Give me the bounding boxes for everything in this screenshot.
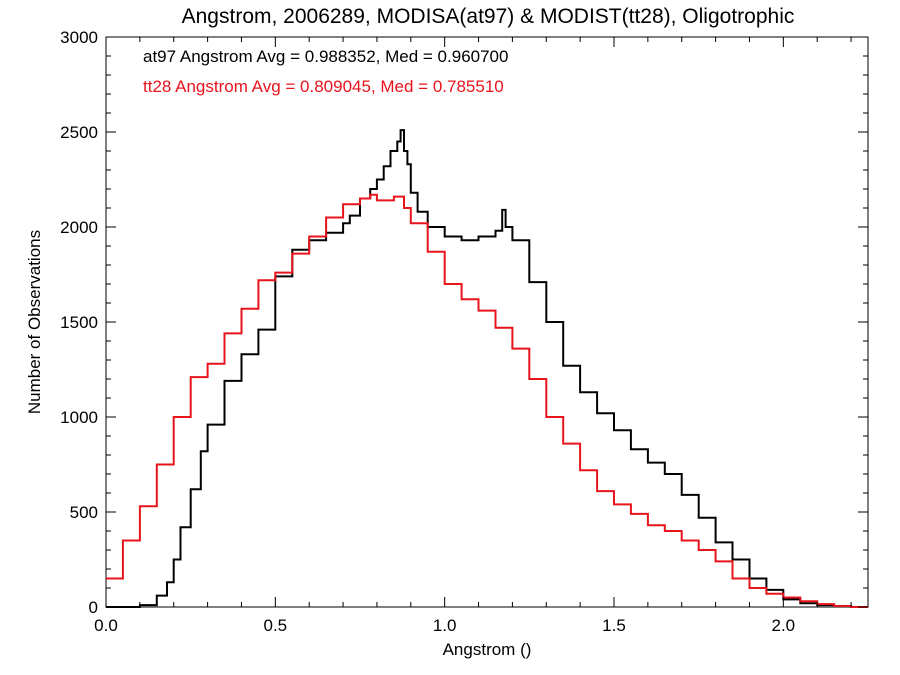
y-axis-label: Number of Observations [25,230,44,414]
y-tick-label: 0 [89,598,98,617]
plot-area: 0.0 0.5 1.0 1.5 2.0 0 500 1000 1500 2000 2500 3000 [60,28,869,635]
y-tick-label: 1000 [60,408,98,427]
x-tick-label: 2.0 [772,616,796,635]
x-axis-label: Angstrom () [443,640,532,659]
annotation-at97: at97 Angstrom Avg = 0.988352, Med = 0.96… [143,47,508,66]
series-line-at97 [106,129,868,608]
x-tick-label: 1.5 [602,616,626,635]
x-tick-label: 1.0 [433,616,457,635]
y-tick-label: 3000 [60,28,98,47]
series-line-tt28 [106,193,868,608]
x-tick-label: 0.5 [264,616,288,635]
series-group [106,129,868,608]
plot-frame [105,36,869,608]
y-tick-label: 2500 [60,123,98,142]
y-tick-label: 1500 [60,313,98,332]
tick-group: 0.0 0.5 1.0 1.5 2.0 0 500 1000 1500 2000 2500 3000 [60,28,868,635]
annotation-tt28: tt28 Angstrom Avg = 0.809045, Med = 0.78… [143,77,504,96]
chart-title: Angstrom, 2006289, MODISA(at97) & MODIST… [182,5,795,28]
x-tick-label: 0.0 [94,616,118,635]
y-tick-label: 2000 [60,218,98,237]
y-tick-label: 500 [70,503,98,522]
